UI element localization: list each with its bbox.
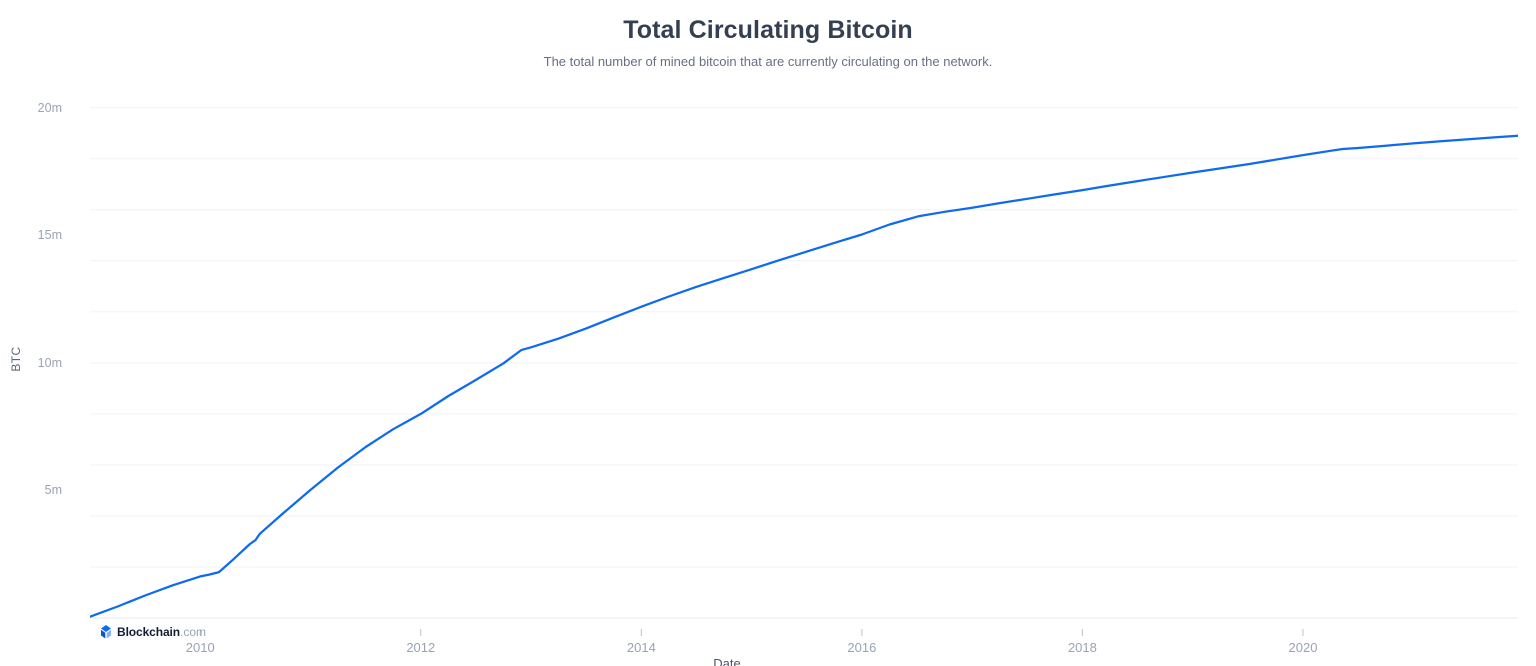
plot-area[interactable] [90, 100, 1518, 660]
chart-title: Total Circulating Bitcoin [623, 16, 913, 44]
x-axis-title: Date [713, 656, 741, 666]
watermark-brand-text: Blockchain [117, 625, 181, 639]
y-axis-tick-label: 15m [37, 228, 62, 243]
blockchain-logo-icon [101, 625, 111, 639]
watermark-brand-suffix: .com [180, 625, 207, 639]
blockchain-com-watermark-link[interactable]: Blockchain .com [99, 624, 206, 640]
chart-subtitle: The total number of mined bitcoin that a… [543, 54, 993, 69]
total-circulating-bitcoin-line-chart[interactable] [90, 100, 1518, 660]
y-axis-tick-label: 5m [44, 483, 62, 498]
y-axis-labels: 5m 10m 15m 20m [0, 0, 62, 666]
y-axis-tick-label: 10m [37, 355, 62, 370]
y-axis-tick-label: 20m [37, 100, 62, 115]
total-circulating-bitcoin-series-line[interactable] [90, 134, 1518, 618]
